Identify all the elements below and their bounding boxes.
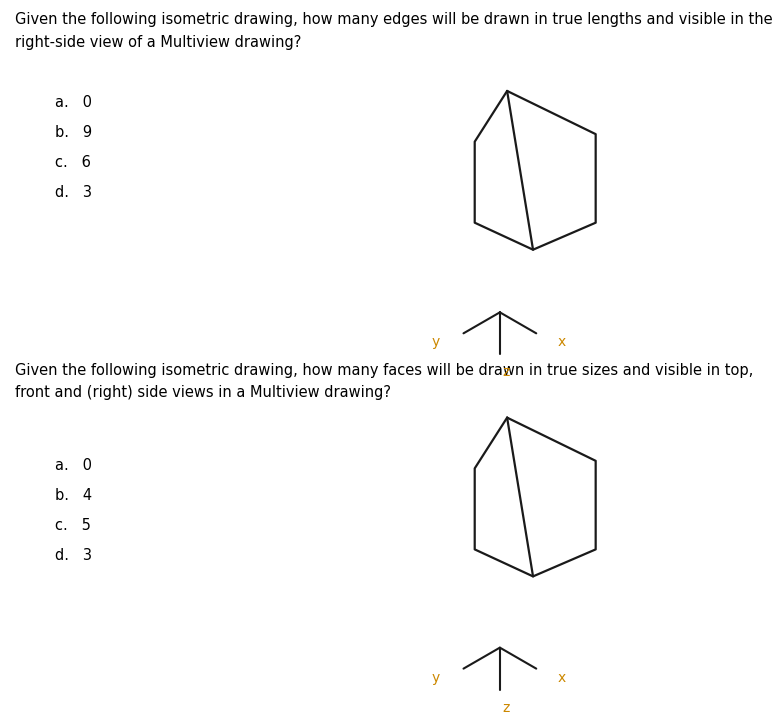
Text: c.   6: c. 6 (55, 155, 91, 170)
Text: Given the following isometric drawing, how many edges will be drawn in true leng: Given the following isometric drawing, h… (15, 12, 773, 50)
Text: d.   3: d. 3 (55, 548, 92, 563)
Text: b.   9: b. 9 (55, 125, 92, 140)
Text: z: z (502, 365, 510, 379)
Text: b.   4: b. 4 (55, 488, 92, 503)
Text: x: x (558, 335, 566, 350)
Text: c.   5: c. 5 (55, 518, 91, 533)
Text: Given the following isometric drawing, how many faces will be drawn in true size: Given the following isometric drawing, h… (15, 363, 753, 401)
Text: a.   0: a. 0 (55, 457, 92, 472)
Text: d.   3: d. 3 (55, 185, 92, 200)
Text: z: z (502, 701, 510, 714)
Text: y: y (432, 335, 440, 350)
Text: y: y (432, 671, 440, 685)
Text: x: x (558, 671, 566, 685)
Text: a.   0: a. 0 (55, 95, 92, 110)
